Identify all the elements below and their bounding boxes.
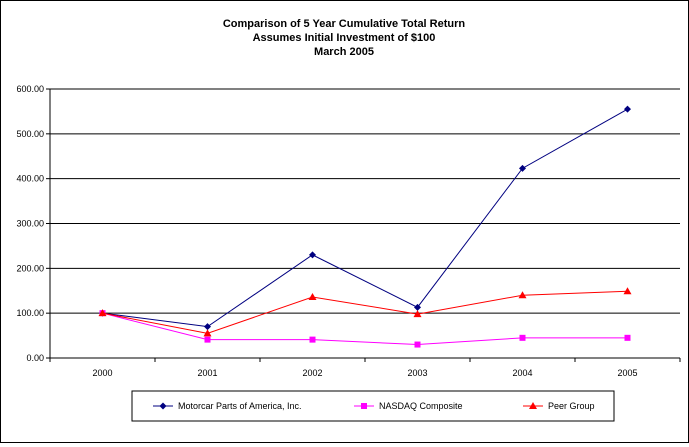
series-0 [99,105,631,331]
series-line [102,108,628,328]
x-tick-label: 2004 [512,368,532,378]
data-point [204,336,211,343]
x-tick-label: 2000 [92,368,112,378]
series-layer [98,105,632,348]
data-point [309,251,316,259]
legend-marker [361,403,367,409]
data-point [624,105,631,113]
x-tick-label: 2001 [197,368,217,378]
legend-label: Peer Group [548,401,595,411]
y-tick-label: 400.00 [16,174,44,184]
data-point [518,291,527,299]
y-tick-label: 0.00 [26,353,44,363]
legend-marker [529,402,537,409]
data-point [98,309,107,317]
x-tick-label: 2002 [302,368,322,378]
legend-label: NASDAQ Composite [379,401,463,411]
y-tick-label: 200.00 [16,263,44,273]
data-point [519,334,526,341]
data-point [519,164,526,172]
x-axis-ticks: 2000 2001 2002 2003 2004 2005 [49,358,681,378]
chart-title-line-1: Comparison of 5 Year Cumulative Total Re… [223,18,466,30]
data-point [203,329,212,337]
x-tick-label: 2003 [407,368,427,378]
data-point [204,323,211,331]
series-2 [98,287,632,337]
data-point [413,310,422,318]
chart-title-line-2: Assumes Initial Investment of $100 [253,32,436,44]
gridlines [50,88,680,314]
data-point [414,341,421,348]
y-tick-label: 300.00 [16,219,44,229]
data-point [414,303,421,311]
data-point [308,293,317,301]
y-tick-label: 100.00 [16,308,44,318]
series-line [102,290,628,334]
x-tick-label: 2005 [617,368,637,378]
legend: Motorcar Parts of America, Inc. NASDAQ Co… [131,390,615,422]
chart-title-line-3: March 2005 [314,46,374,58]
series-line [102,312,628,346]
y-axis-ticks: 0.00 100.00 200.00 300.00 400.00 500.00 600.00 [16,84,50,363]
data-point [309,336,316,343]
y-tick-label: 500.00 [16,129,44,139]
series-1 [99,310,631,348]
y-tick-label: 600.00 [16,84,44,94]
legend-label: Motorcar Parts of America, Inc. [178,401,302,411]
legend-marker [159,402,167,410]
data-point [624,334,631,341]
data-point [623,287,632,295]
